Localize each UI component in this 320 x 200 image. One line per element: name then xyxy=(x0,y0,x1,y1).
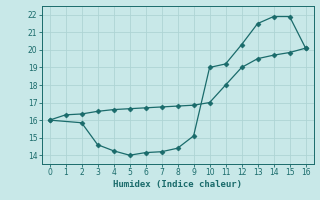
X-axis label: Humidex (Indice chaleur): Humidex (Indice chaleur) xyxy=(113,180,242,189)
